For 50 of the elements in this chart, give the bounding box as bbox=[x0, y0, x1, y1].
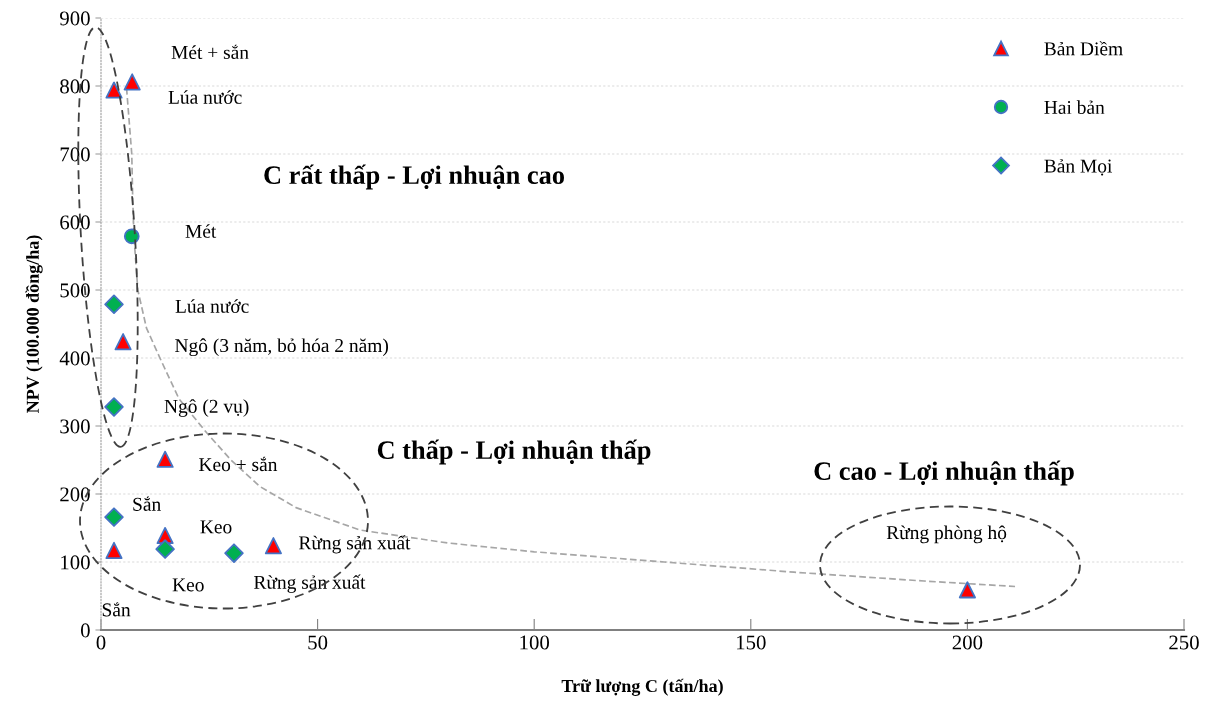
x-tick-label: 200 bbox=[952, 635, 983, 650]
point bbox=[114, 333, 132, 351]
x-tick-label: 150 bbox=[737, 635, 766, 650]
point bbox=[105, 541, 123, 559]
annotation: Sắn bbox=[102, 602, 131, 617]
annotation: Mét + sắn bbox=[171, 44, 249, 60]
point bbox=[958, 581, 976, 599]
legend-label: Bản Mọi bbox=[1044, 159, 1113, 176]
annotation: C thấp - Lợi nhuận thấp bbox=[377, 439, 651, 465]
y-tick-label: 100 bbox=[61, 555, 90, 570]
annotation: Rừng sản xuất bbox=[298, 535, 411, 554]
point bbox=[104, 397, 124, 417]
annotation: Keo bbox=[172, 578, 204, 592]
y-tick-label: 200 bbox=[60, 487, 90, 502]
point bbox=[155, 539, 175, 559]
point bbox=[156, 450, 174, 468]
annotation: Sắn bbox=[133, 496, 161, 511]
y-tick-label: 0 bbox=[80, 623, 90, 638]
annotation: Ngô (2 vụ) bbox=[164, 399, 249, 417]
annotation: Lúa nước bbox=[168, 90, 242, 104]
y-tick-label: 900 bbox=[60, 11, 90, 26]
annotation: Keo bbox=[200, 520, 232, 534]
annotation: Rừng sản xuất bbox=[254, 574, 366, 593]
legend-label: Bản Diềm bbox=[1044, 41, 1123, 56]
annotation: Keo + sắn bbox=[199, 456, 278, 472]
point bbox=[104, 507, 124, 527]
annotation: Mét bbox=[185, 224, 217, 238]
annotation: Ngô (3 năm, bỏ hóa 2 năm) bbox=[175, 338, 389, 357]
y-tick-label: 600 bbox=[60, 215, 90, 230]
point bbox=[123, 73, 141, 91]
point bbox=[123, 228, 140, 245]
annotation: Rừng phòng hộ bbox=[886, 525, 1007, 544]
annotation: C rất thấp - Lợi nhuận cao bbox=[264, 164, 564, 190]
x-axis-title: Trữ lượng C (tấn/ha) bbox=[561, 678, 723, 696]
y-axis-title: NPV (100.000 đồng/ha) bbox=[25, 235, 43, 414]
point bbox=[105, 81, 123, 99]
point bbox=[104, 294, 124, 315]
x-tick-label: 50 bbox=[308, 635, 328, 650]
y-tick-label: 700 bbox=[60, 147, 90, 162]
annotation: Lúa nước bbox=[175, 299, 249, 313]
y-tick-label: 800 bbox=[60, 79, 90, 94]
x-tick-label: 250 bbox=[1169, 635, 1199, 650]
point bbox=[264, 537, 282, 555]
y-tick-label: 300 bbox=[60, 419, 90, 434]
annotation: C cao - Lợi nhuận thấp bbox=[814, 460, 1074, 486]
x-tick-label: 100 bbox=[520, 635, 550, 650]
y-tick-label: 400 bbox=[59, 351, 90, 366]
legend-label: Hai bản bbox=[1044, 100, 1105, 115]
x-tick-label: 0 bbox=[96, 635, 106, 650]
point bbox=[224, 543, 244, 563]
